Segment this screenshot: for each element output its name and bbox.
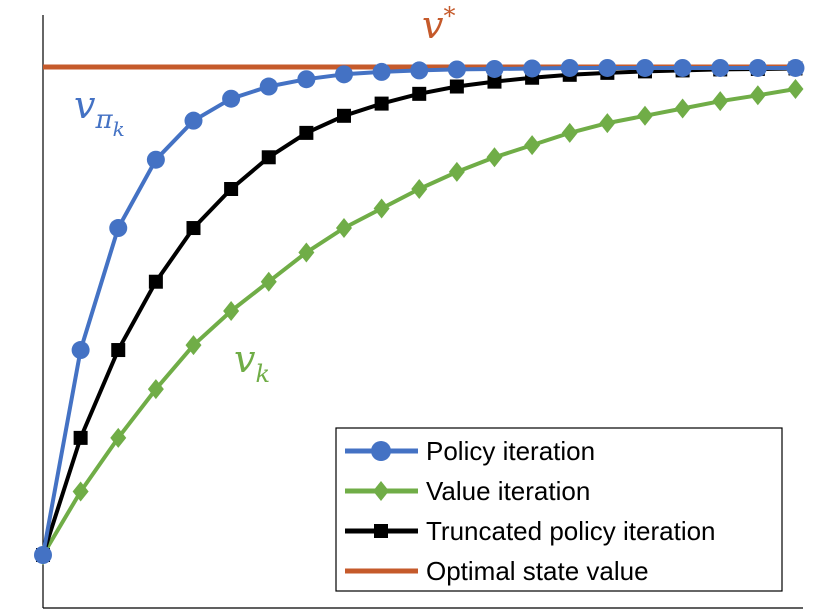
annotation-v-k-sub: k	[255, 360, 270, 388]
data-point-policy-iteration-15	[598, 58, 617, 77]
data-point-policy-iteration-19	[748, 58, 767, 77]
data-point-truncated-policy-iteration-3	[148, 274, 163, 289]
data-point-policy-iteration-1	[71, 341, 90, 360]
data-point-policy-iteration-20	[786, 58, 805, 77]
legend-item-policy-iteration: Policy iteration	[345, 436, 595, 466]
legend-label-value-iteration: Value iteration	[426, 476, 590, 506]
data-point-value-iteration-4	[185, 335, 202, 356]
data-point-policy-iteration-11	[447, 60, 466, 79]
annotation-v-pi-k-sub: π	[94, 105, 113, 135]
legend-item-optimal-state-value: Optimal state value	[345, 556, 649, 586]
legend-marker-truncated-policy-iteration	[374, 524, 388, 538]
data-point-policy-iteration-16	[635, 58, 654, 77]
series-policy-iteration	[34, 58, 805, 564]
data-point-policy-iteration-12	[485, 59, 504, 78]
data-point-policy-iteration-9	[372, 62, 391, 81]
data-point-policy-iteration-6	[259, 77, 278, 96]
data-point-value-iteration-14	[561, 122, 578, 143]
annotation-v-star-sup: *	[443, 2, 455, 30]
data-point-policy-iteration-7	[297, 70, 316, 89]
data-point-value-iteration-11	[448, 161, 465, 182]
axes	[42, 15, 803, 609]
data-point-truncated-policy-iteration-9	[374, 96, 389, 111]
data-point-policy-iteration-18	[711, 58, 730, 77]
annotation-v-pi-k-base: v	[74, 83, 96, 127]
data-point-value-iteration-13	[524, 135, 541, 156]
legend-item-truncated-policy-iteration: Truncated policy iteration	[345, 516, 716, 546]
data-point-policy-iteration-5	[222, 89, 241, 108]
data-point-policy-iteration-8	[334, 65, 353, 84]
data-point-policy-iteration-10	[410, 61, 429, 80]
data-point-truncated-policy-iteration-12	[487, 74, 502, 89]
legend-label-policy-iteration: Policy iteration	[426, 436, 595, 466]
data-point-truncated-policy-iteration-10	[412, 86, 427, 101]
data-point-value-iteration-20	[787, 78, 804, 99]
data-point-policy-iteration-2	[109, 219, 128, 238]
data-point-value-iteration-7	[298, 242, 315, 263]
legend-marker-value-iteration	[373, 481, 389, 501]
data-point-policy-iteration-3	[146, 150, 165, 169]
data-point-truncated-policy-iteration-5	[224, 182, 239, 196]
data-point-value-iteration-10	[411, 179, 428, 199]
data-point-policy-iteration-17	[673, 58, 692, 77]
annotation-v-k: vk	[234, 337, 270, 388]
data-point-value-iteration-15	[599, 113, 616, 134]
data-point-value-iteration-19	[749, 85, 766, 106]
legend-box	[335, 427, 783, 592]
data-point-truncated-policy-iteration-8	[336, 108, 351, 123]
data-point-truncated-policy-iteration-1	[73, 430, 88, 445]
data-point-value-iteration-2	[110, 427, 127, 448]
legend: Policy iteration Value iteration Truncat…	[335, 427, 783, 592]
data-point-policy-iteration-13	[523, 59, 542, 78]
legend-marker-policy-iteration	[371, 441, 391, 461]
data-point-value-iteration-9	[373, 198, 390, 219]
legend-label-optimal-state-value: Optimal state value	[426, 556, 649, 586]
data-point-truncated-policy-iteration-6	[261, 150, 276, 165]
data-point-value-iteration-1	[72, 481, 89, 502]
annotation-v-pi-k: vπk	[74, 83, 125, 141]
data-point-value-iteration-16	[636, 105, 653, 126]
annotation-v-star: v*	[422, 2, 455, 47]
annotation-v-k-base: v	[234, 337, 256, 381]
data-point-policy-iteration-14	[560, 58, 579, 77]
data-point-truncated-policy-iteration-11	[449, 79, 464, 94]
data-point-value-iteration-3	[147, 379, 164, 400]
data-point-truncated-policy-iteration-2	[111, 343, 126, 358]
data-point-value-iteration-18	[712, 91, 729, 112]
data-point-value-iteration-12	[486, 147, 503, 168]
annotation-v-pi-k-subsub: k	[113, 117, 125, 141]
data-point-policy-iteration-4	[184, 111, 203, 130]
data-point-truncated-policy-iteration-4	[186, 221, 201, 236]
data-point-value-iteration-6	[260, 271, 277, 292]
data-point-value-iteration-17	[674, 98, 691, 119]
data-point-value-iteration-8	[335, 218, 352, 239]
data-point-truncated-policy-iteration-7	[299, 125, 314, 140]
legend-label-truncated-policy-iteration: Truncated policy iteration	[426, 516, 716, 546]
data-point-policy-iteration-0	[34, 546, 52, 564]
annotation-v-star-base: v	[422, 3, 444, 47]
series-layer	[34, 58, 805, 565]
legend-item-value-iteration: Value iteration	[345, 476, 590, 506]
data-point-value-iteration-5	[223, 301, 240, 321]
